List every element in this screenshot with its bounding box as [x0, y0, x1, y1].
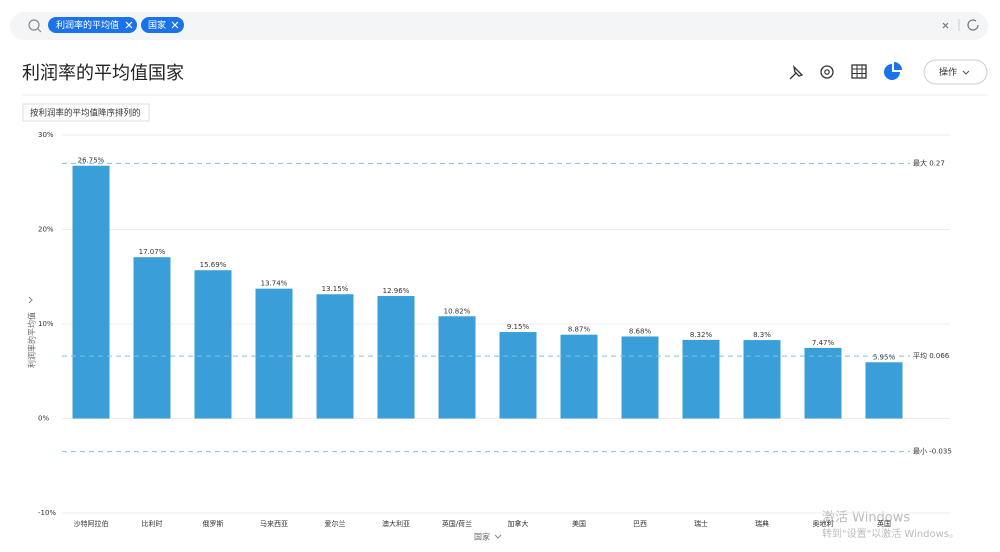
value-label: 8.87% — [568, 326, 591, 334]
chip-close[interactable] — [171, 21, 179, 29]
value-label: 8.3% — [753, 331, 771, 339]
search-icon — [37, 28, 42, 33]
bar — [560, 334, 598, 419]
chip[interactable] — [141, 17, 184, 33]
x-tick-label: 澳大利亚 — [382, 519, 410, 528]
y-axis-label: 利润率的平均值 — [27, 312, 37, 368]
bar — [621, 336, 659, 419]
value-label: 8.68% — [629, 327, 652, 335]
y-tick-label: 20% — [38, 226, 54, 234]
chip[interactable] — [48, 17, 137, 33]
table-button[interactable] — [851, 64, 867, 79]
sort-note: 按利润率的平均值降序排列的 — [30, 108, 141, 119]
x-tick-label: 加拿大 — [508, 519, 529, 528]
value-label: 9.15% — [507, 323, 530, 331]
y-tick-label: 0% — [38, 415, 49, 423]
value-label: 13.15% — [322, 285, 349, 293]
value-label: 26.75% — [78, 157, 105, 165]
y-tick-label: 10% — [38, 320, 54, 328]
bar — [804, 347, 842, 419]
settings-button[interactable] — [820, 65, 834, 79]
value-label: 10.82% — [444, 307, 471, 315]
x-tick-label: 爱尔兰 — [325, 519, 346, 528]
bar — [194, 270, 232, 419]
settings-button — [824, 69, 830, 75]
chip-close[interactable] — [125, 21, 133, 29]
bar — [133, 257, 171, 419]
value-label: 5.95% — [873, 353, 896, 361]
action-button[interactable] — [923, 59, 988, 85]
chevron — [962, 70, 970, 75]
bar — [743, 340, 781, 419]
y-tick-label: -10% — [38, 509, 56, 517]
sort-note-box — [22, 103, 150, 122]
bar — [72, 165, 110, 419]
chart-button[interactable] — [884, 64, 900, 80]
x-tick-label: 英国/荷兰 — [442, 519, 472, 528]
value-label: 12.96% — [383, 287, 410, 295]
y-tick-label: 30% — [38, 131, 54, 139]
reference-label: 平均 0.066 — [913, 351, 950, 360]
refresh-button[interactable] — [967, 19, 979, 31]
plot: -10% 0% 10% 20% 30% 26.75% 沙特阿拉伯 17.07% 比利时 15.69… — [38, 131, 952, 528]
value-label: 15.69% — [200, 261, 227, 269]
value-label: 7.47% — [812, 339, 835, 347]
bar — [499, 332, 537, 419]
x-tick-label: 奥地利 — [813, 519, 834, 528]
table-button — [852, 65, 866, 78]
watermark: 转到"设置"以激活 Windows。 — [822, 527, 959, 540]
x-tick-label: 巴西 — [633, 520, 647, 528]
chip-label: 利润率的平均值 — [56, 19, 119, 31]
x-tick-label: 俄罗斯 — [203, 519, 224, 528]
page-title: 利润率的平均值国家 — [22, 63, 184, 84]
bar — [865, 362, 903, 419]
x-tick-label: 瑞士 — [694, 519, 708, 528]
bar — [377, 296, 415, 419]
chart-button — [894, 62, 902, 70]
pin-button[interactable] — [789, 65, 804, 80]
search-icon — [28, 19, 40, 31]
bar — [438, 316, 476, 419]
bar — [682, 339, 720, 419]
x-tick-label: 瑞典 — [755, 519, 769, 528]
value-label: 13.74% — [261, 280, 288, 288]
x-tick-label: 美国 — [572, 519, 586, 528]
x-tick-label: 马来西亚 — [260, 520, 288, 528]
action-button-label: 操作 — [939, 66, 957, 78]
watermark: 激活 Windows — [822, 511, 910, 526]
search-bar[interactable] — [10, 12, 988, 40]
bar — [255, 288, 293, 419]
x-tick-label: 沙特阿拉伯 — [74, 519, 109, 528]
value-label: 8.32% — [690, 331, 713, 339]
chevron — [28, 296, 33, 304]
clear-button[interactable] — [942, 22, 949, 29]
value-label: 17.07% — [139, 248, 166, 256]
x-tick-label: 比利时 — [142, 519, 163, 528]
reference-label: 最大 0.27 — [913, 158, 945, 167]
x-axis-label: 国家 — [474, 532, 490, 542]
x-tick-label: 英国 — [877, 519, 891, 528]
reference-label: 最小 -0.035 — [913, 447, 952, 456]
chip-label: 国家 — [148, 19, 166, 31]
chevron — [494, 534, 502, 539]
